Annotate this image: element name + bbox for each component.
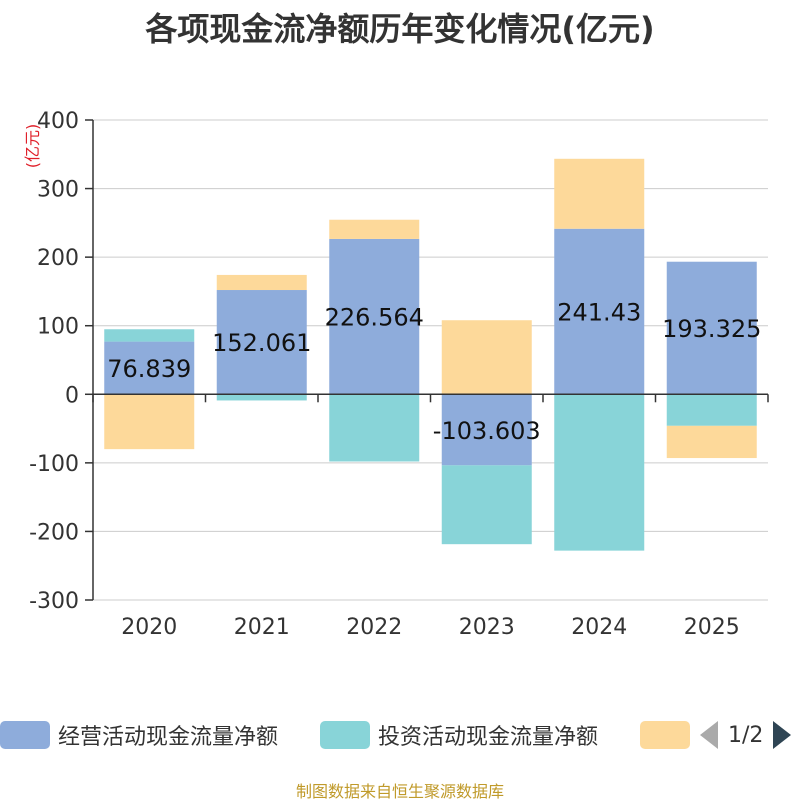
bar-3-2024 — [554, 158, 645, 229]
x-tick-label-2025: 2025 — [684, 615, 740, 640]
bar-1-2022 — [329, 238, 420, 395]
legend-label: 投资活动现金流量净额 — [378, 725, 599, 750]
y-tick-label: 0 — [65, 383, 79, 408]
x-tick-label-2021: 2021 — [234, 615, 290, 640]
y-tick-label: -200 — [29, 520, 79, 545]
bar-1-2025 — [666, 261, 757, 395]
pager-page-indicator: 1/2 — [728, 722, 764, 748]
legend: 经营活动现金流量净额 投资活动现金流量净额 — [0, 714, 800, 756]
y-tick-label: 100 — [37, 315, 79, 340]
y-tick-label: -100 — [29, 452, 79, 477]
bar-2-2021 — [216, 394, 307, 401]
legend-item-1[interactable]: 经营活动现金流量净额 — [0, 714, 278, 756]
bar-3-2025 — [666, 425, 757, 459]
data-label-2022: 226.564 — [325, 304, 424, 332]
y-tick-label: 200 — [37, 246, 79, 271]
pager-next-icon[interactable] — [773, 721, 792, 749]
bar-3-2022 — [329, 219, 420, 239]
legend-item-2[interactable]: 投资活动现金流量净额 — [320, 714, 598, 756]
x-tick-label-2023: 2023 — [459, 615, 515, 640]
data-label-2023: -103.603 — [433, 417, 541, 445]
x-tick-label-2022: 2022 — [346, 615, 402, 640]
bar-3-2023 — [441, 320, 532, 395]
legend-swatch — [0, 721, 50, 749]
bar-2-2024 — [554, 394, 645, 551]
x-tick-label-2024: 2024 — [571, 615, 627, 640]
bar-2-2023 — [441, 465, 532, 545]
data-label-2025: 193.325 — [662, 315, 761, 343]
data-label-2020: 76.839 — [107, 355, 191, 383]
legend-label: 经营活动现金流量净额 — [58, 725, 279, 750]
bar-2-2022 — [329, 394, 420, 462]
legend-swatch — [640, 721, 690, 749]
data-label-2021: 152.061 — [212, 329, 311, 357]
chart-title: 各项现金流净额历年变化情况(亿元) — [145, 10, 655, 48]
bar-1-2023 — [441, 394, 532, 466]
y-tick-label: 400 — [37, 109, 79, 134]
bar-1-2020 — [104, 341, 195, 395]
source-note: 制图数据来自恒生聚源数据库 — [295, 782, 504, 801]
y-axis-label: (亿元) — [23, 124, 42, 169]
y-tick-label: -300 — [29, 589, 79, 614]
data-labels: 76.839 152.061 226.564 -103.603 241.43 193.32… — [107, 299, 761, 445]
bar-3-2021 — [216, 274, 307, 291]
x-tick-label-2020: 2020 — [121, 615, 177, 640]
data-label-2024: 241.43 — [557, 299, 641, 327]
bar-2-2025 — [666, 394, 757, 426]
bar-1-2024 — [554, 228, 645, 395]
pager-prev-icon[interactable] — [700, 721, 718, 749]
axes: 400 300 200 100 0 -100 -200 -300 (亿元) 2020 2021 202… — [23, 109, 769, 640]
y-tick-label: 300 — [37, 178, 79, 203]
bars — [104, 158, 757, 551]
grid-lines — [93, 119, 768, 601]
legend-item-3[interactable] — [640, 714, 690, 756]
bar-2-2020 — [104, 329, 195, 342]
legend-pager: 1/2 — [700, 714, 792, 756]
bar-3-2020 — [104, 394, 195, 450]
bar-1-2021 — [216, 290, 307, 395]
legend-swatch — [320, 721, 370, 749]
